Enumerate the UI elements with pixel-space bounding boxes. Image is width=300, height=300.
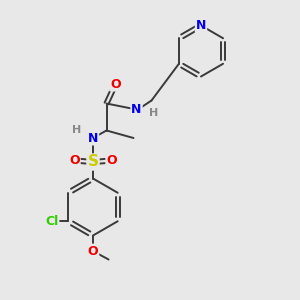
Text: O: O <box>69 154 80 167</box>
Text: Cl: Cl <box>45 215 58 228</box>
Text: N: N <box>88 131 98 145</box>
Text: O: O <box>110 77 121 91</box>
Text: N: N <box>131 103 142 116</box>
Text: O: O <box>88 244 98 258</box>
Text: H: H <box>73 124 82 135</box>
Text: O: O <box>106 154 117 167</box>
Text: H: H <box>149 108 158 118</box>
Text: S: S <box>88 154 98 169</box>
Text: N: N <box>196 19 206 32</box>
